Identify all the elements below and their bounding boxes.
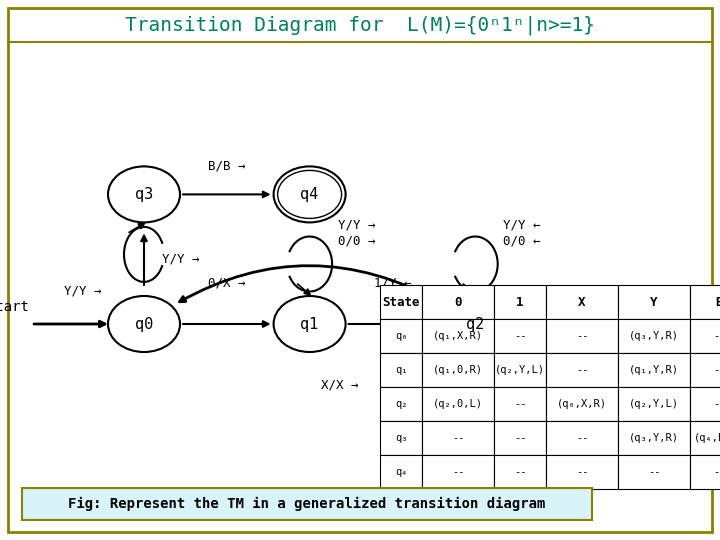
- Bar: [618, 285, 690, 319]
- Text: q1: q1: [300, 316, 319, 332]
- Bar: [690, 353, 720, 387]
- Bar: [546, 285, 618, 319]
- Text: Y: Y: [650, 295, 658, 308]
- Bar: [690, 285, 720, 319]
- Text: (q₁,X,R): (q₁,X,R): [433, 331, 483, 341]
- Text: (q₁,Y,R): (q₁,Y,R): [629, 365, 679, 375]
- Text: (q₀,X,R): (q₀,X,R): [557, 399, 607, 409]
- Text: --: --: [576, 365, 588, 375]
- Text: (q₂,0,L): (q₂,0,L): [433, 399, 483, 409]
- Text: Transition Diagram for  L(M)={0ⁿ1ⁿ|n>=1}: Transition Diagram for L(M)={0ⁿ1ⁿ|n>=1}: [125, 15, 595, 35]
- Text: --: --: [648, 467, 660, 477]
- Text: q₄: q₄: [395, 467, 408, 477]
- Text: q₁: q₁: [395, 365, 408, 375]
- Text: --: --: [576, 433, 588, 443]
- Text: Y/Y →: Y/Y →: [162, 253, 199, 266]
- Bar: [546, 421, 618, 455]
- Bar: [380, 421, 422, 455]
- Ellipse shape: [278, 171, 341, 218]
- Bar: [380, 353, 422, 387]
- Text: B/B →: B/B →: [208, 159, 246, 172]
- Bar: [380, 319, 422, 353]
- Text: 0: 0: [454, 295, 462, 308]
- Text: --: --: [514, 467, 526, 477]
- Bar: [618, 421, 690, 455]
- Bar: [690, 455, 720, 489]
- Text: (q₃,Y,R): (q₃,Y,R): [629, 331, 679, 341]
- Text: q₀: q₀: [395, 331, 408, 341]
- Ellipse shape: [439, 296, 511, 352]
- Text: X: X: [578, 295, 586, 308]
- Ellipse shape: [108, 166, 180, 222]
- Bar: [494, 455, 546, 489]
- Bar: [422, 319, 494, 353]
- Text: q₃: q₃: [395, 433, 408, 443]
- Bar: [494, 421, 546, 455]
- Text: q4: q4: [300, 187, 319, 202]
- Bar: [546, 319, 618, 353]
- Text: --: --: [713, 399, 720, 409]
- Ellipse shape: [274, 296, 346, 352]
- Text: --: --: [576, 331, 588, 341]
- Bar: [494, 353, 546, 387]
- Bar: [546, 455, 618, 489]
- Text: --: --: [514, 433, 526, 443]
- Bar: [380, 455, 422, 489]
- Bar: [690, 387, 720, 421]
- Text: q2: q2: [466, 316, 485, 332]
- Bar: [618, 455, 690, 489]
- Bar: [618, 319, 690, 353]
- Text: --: --: [713, 365, 720, 375]
- Text: Start: Start: [0, 300, 29, 314]
- Text: Y/Y ←
0/0 ←: Y/Y ← 0/0 ←: [503, 219, 541, 247]
- Text: (q₂,Y,L): (q₂,Y,L): [629, 399, 679, 409]
- Text: 0/X →: 0/X →: [208, 276, 246, 289]
- Text: --: --: [713, 467, 720, 477]
- Bar: [618, 353, 690, 387]
- Text: (q₄,B,R): (q₄,B,R): [694, 433, 720, 443]
- Bar: [422, 285, 494, 319]
- Text: --: --: [451, 433, 464, 443]
- Text: Y/Y →
0/0 →: Y/Y → 0/0 →: [338, 219, 375, 247]
- Text: --: --: [514, 399, 526, 409]
- Text: (q₃,Y,R): (q₃,Y,R): [629, 433, 679, 443]
- Bar: [422, 455, 494, 489]
- Text: q0: q0: [135, 316, 153, 332]
- Text: Fig: Represent the TM in a generalized transition diagram: Fig: Represent the TM in a generalized t…: [68, 497, 546, 511]
- Bar: [22, 488, 592, 520]
- Bar: [380, 387, 422, 421]
- Ellipse shape: [274, 166, 346, 222]
- Text: --: --: [576, 467, 588, 477]
- Text: --: --: [451, 467, 464, 477]
- Bar: [618, 387, 690, 421]
- Text: X/X →: X/X →: [321, 379, 359, 392]
- Bar: [546, 387, 618, 421]
- Text: 1: 1: [516, 295, 523, 308]
- Bar: [690, 421, 720, 455]
- Text: Y/Y →: Y/Y →: [64, 285, 102, 298]
- Bar: [690, 319, 720, 353]
- Bar: [380, 285, 422, 319]
- Bar: [494, 319, 546, 353]
- Text: --: --: [713, 331, 720, 341]
- Text: 1/Y ←: 1/Y ←: [374, 276, 411, 289]
- Text: State: State: [382, 295, 420, 308]
- Text: q3: q3: [135, 187, 153, 202]
- Text: (q₁,0,R): (q₁,0,R): [433, 365, 483, 375]
- Text: (q₂,Y,L): (q₂,Y,L): [495, 365, 545, 375]
- Text: B: B: [715, 295, 720, 308]
- Ellipse shape: [108, 296, 180, 352]
- Bar: [494, 387, 546, 421]
- Text: q₂: q₂: [395, 399, 408, 409]
- Text: --: --: [514, 331, 526, 341]
- Bar: [422, 421, 494, 455]
- Bar: [422, 353, 494, 387]
- Bar: [546, 353, 618, 387]
- Bar: [422, 387, 494, 421]
- Bar: [494, 285, 546, 319]
